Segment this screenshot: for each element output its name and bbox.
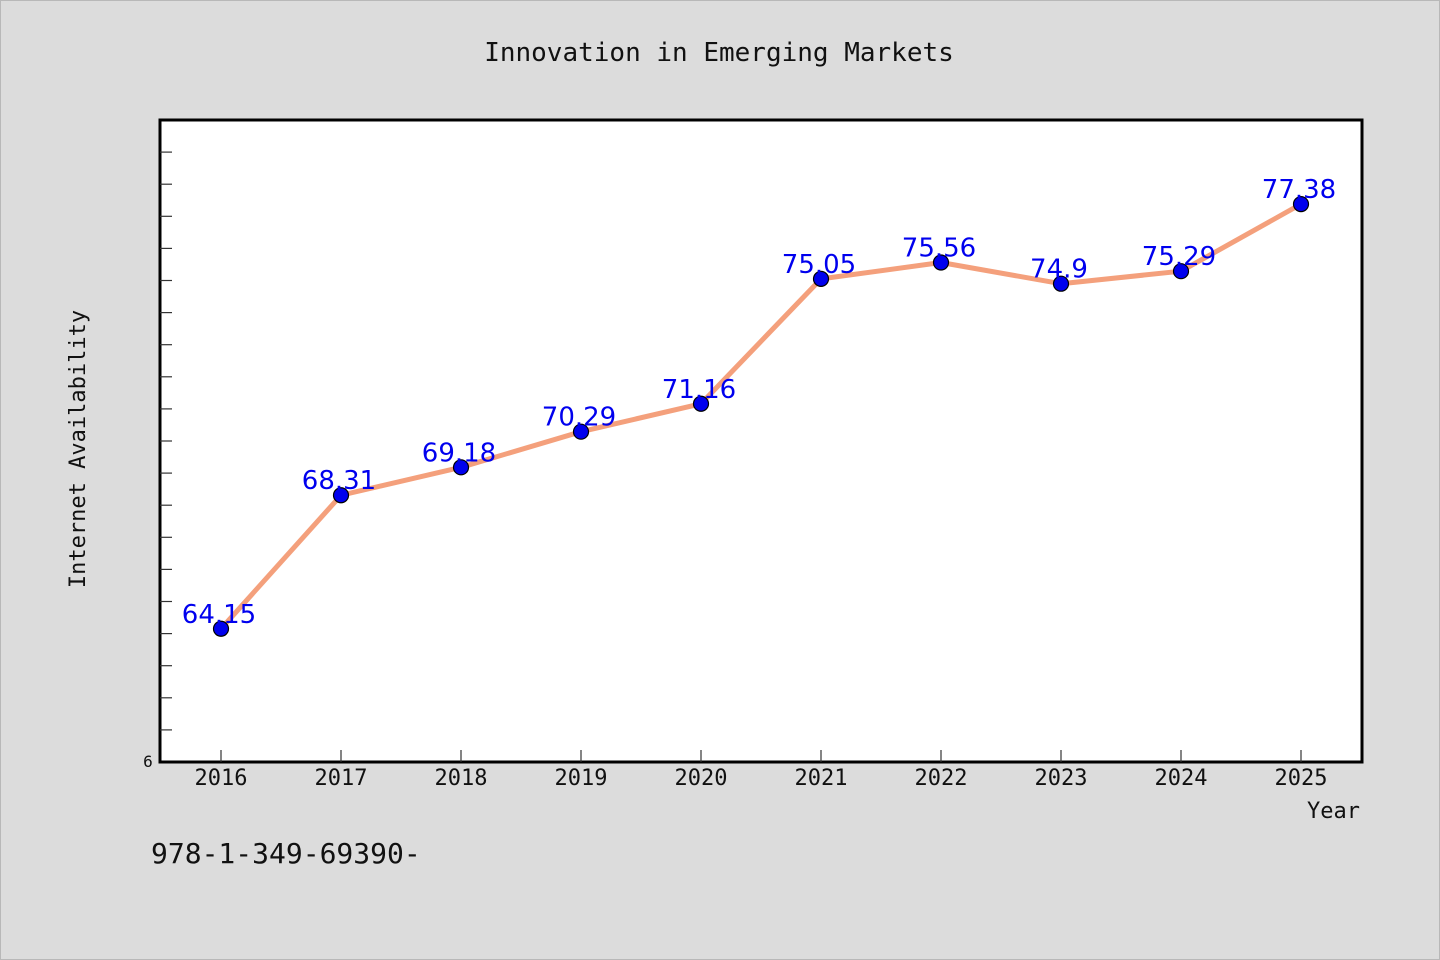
data-point bbox=[812, 270, 830, 287]
x-axis-ticks: 2016 2017 2018 2019 2020 2021 2022 2023 2024 2025 bbox=[195, 750, 1328, 791]
data-label: 74.9 bbox=[1030, 255, 1088, 285]
data-point bbox=[1292, 196, 1310, 213]
x-tick-label: 2024 bbox=[1155, 766, 1208, 791]
data-label: 70.29 bbox=[542, 403, 616, 433]
x-tick-label: 2018 bbox=[435, 766, 488, 791]
y-axis-label: Internet Availability bbox=[66, 310, 91, 588]
y-axis-ticks bbox=[160, 151, 172, 731]
data-markers bbox=[212, 196, 1310, 637]
chart-title: Innovation in Emerging Markets bbox=[484, 38, 954, 68]
data-point bbox=[452, 459, 470, 476]
data-label: 75.29 bbox=[1142, 242, 1216, 272]
data-point bbox=[932, 254, 950, 271]
x-tick-label: 2019 bbox=[555, 766, 608, 791]
data-point bbox=[572, 423, 590, 440]
data-label: 77.38 bbox=[1262, 175, 1336, 205]
data-point bbox=[212, 620, 230, 637]
x-tick-label: 2020 bbox=[675, 766, 728, 791]
x-tick-label: 2017 bbox=[315, 766, 368, 791]
data-point bbox=[1052, 275, 1070, 292]
data-label: 75.56 bbox=[902, 234, 976, 264]
y-axis-min-label: 6 bbox=[143, 752, 153, 771]
x-tick-label: 2025 bbox=[1275, 766, 1328, 791]
data-label: 69.18 bbox=[422, 438, 496, 468]
data-point bbox=[332, 487, 350, 504]
x-tick-label: 2016 bbox=[195, 766, 248, 791]
x-tick-label: 2022 bbox=[915, 766, 968, 791]
x-tick-label: 2023 bbox=[1035, 766, 1088, 791]
x-tick-label: 2021 bbox=[795, 766, 848, 791]
data-label: 68.31 bbox=[302, 466, 376, 496]
data-point bbox=[692, 395, 710, 412]
data-labels: 64.15 68.31 69.18 70.29 71.16 75.05 75.56 74.9 7… bbox=[182, 175, 1336, 630]
footer-code: 978-1-349-69390- bbox=[151, 837, 421, 870]
series-line bbox=[218, 201, 1304, 632]
data-label: 64.15 bbox=[182, 600, 256, 630]
data-point bbox=[1172, 263, 1190, 280]
plot-area bbox=[158, 118, 1364, 764]
series-line-group bbox=[218, 201, 1304, 632]
x-axis-label: Year bbox=[1307, 799, 1360, 824]
data-label: 71.16 bbox=[662, 375, 736, 405]
data-label: 75.05 bbox=[782, 250, 856, 280]
